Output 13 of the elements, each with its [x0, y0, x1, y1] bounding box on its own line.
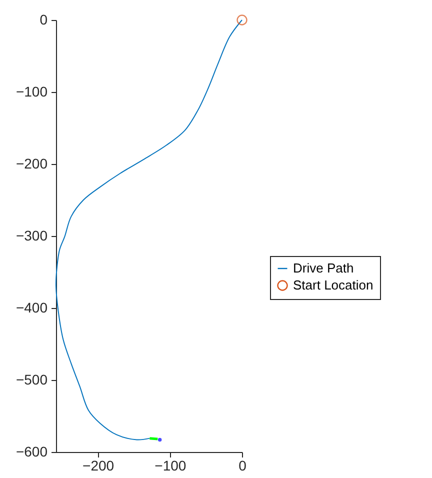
x-tick-label: −100 — [154, 458, 186, 474]
y-tick-label: −400 — [16, 300, 48, 316]
y-tick-label: −600 — [16, 444, 48, 460]
y-tick-label: −200 — [16, 156, 48, 172]
y-tick-label: −100 — [16, 84, 48, 100]
line-series — [55, 20, 242, 440]
y-tick-label: −500 — [16, 372, 48, 388]
x-tick-label: −200 — [82, 458, 114, 474]
x-tick-label: 0 — [238, 458, 247, 474]
legend-label: Drive Path — [293, 260, 354, 276]
y-tick-label: −300 — [16, 228, 48, 244]
legend-label: Start Location — [293, 278, 374, 292]
y-tick-label: 0 — [40, 12, 48, 28]
